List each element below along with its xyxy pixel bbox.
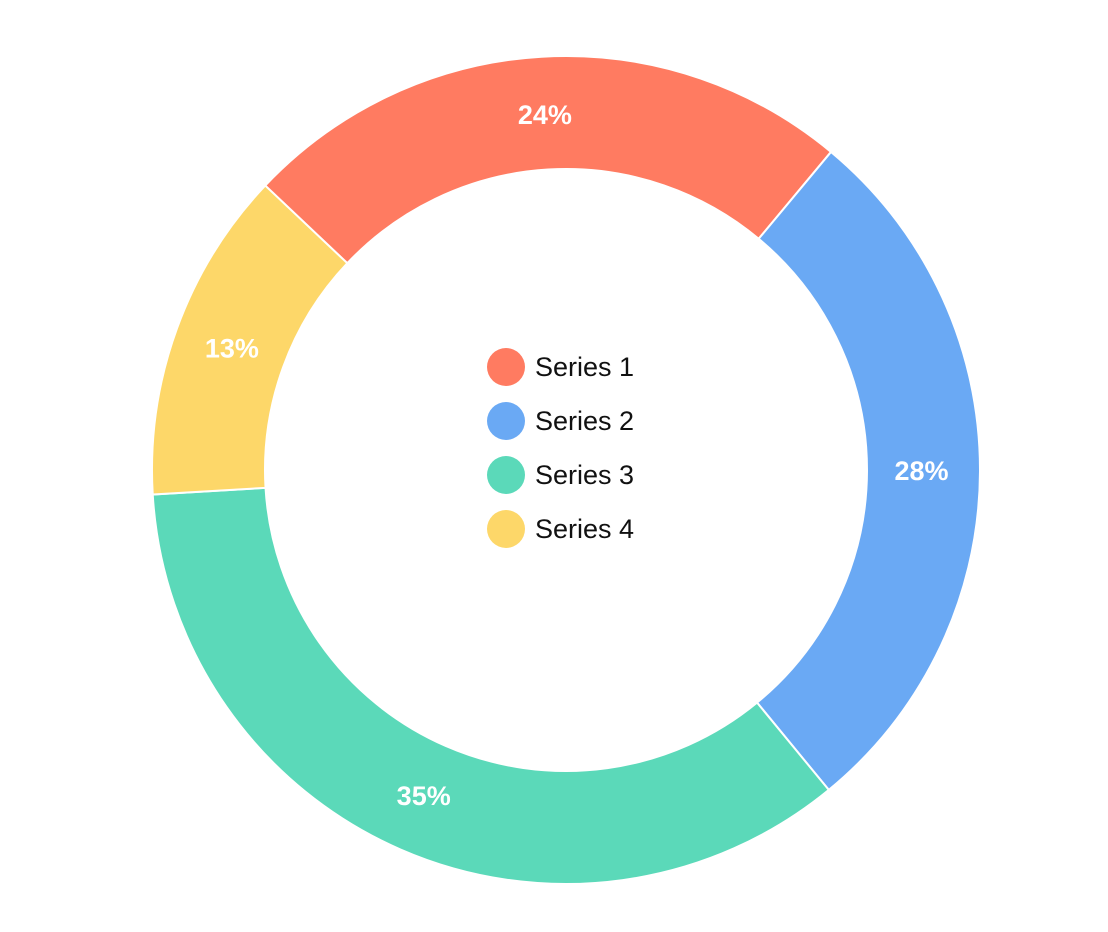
donut-slice-series-1[interactable]: [263, 55, 833, 265]
donut-slices: [151, 55, 981, 885]
legend-swatch-series-3: [487, 456, 525, 494]
slice-label-series-2: 28%: [894, 456, 948, 486]
legend-label-series-1: Series 1: [535, 352, 634, 382]
slice-label-series-1: 24%: [518, 100, 572, 130]
legend-label-series-4: Series 4: [535, 514, 634, 544]
legend-item-series-4[interactable]: Series 4: [487, 510, 634, 548]
donut-slice-series-4[interactable]: [151, 184, 349, 496]
slice-labels: 24% 28% 35% 13%: [205, 100, 949, 811]
donut-slice-series-2[interactable]: [755, 150, 981, 792]
legend-item-series-3[interactable]: Series 3: [487, 456, 634, 494]
legend-swatch-series-2: [487, 402, 525, 440]
legend-item-series-2[interactable]: Series 2: [487, 402, 634, 440]
donut-slice-series-3[interactable]: [151, 486, 831, 885]
slice-label-series-4: 13%: [205, 333, 259, 363]
slice-label-series-3: 35%: [397, 781, 451, 811]
legend-label-series-2: Series 2: [535, 406, 634, 436]
legend-item-series-1[interactable]: Series 1: [487, 348, 634, 386]
legend: Series 1 Series 2 Series 3 Series 4: [487, 348, 634, 548]
legend-swatch-series-4: [487, 510, 525, 548]
legend-label-series-3: Series 3: [535, 460, 634, 490]
legend-swatch-series-1: [487, 348, 525, 386]
